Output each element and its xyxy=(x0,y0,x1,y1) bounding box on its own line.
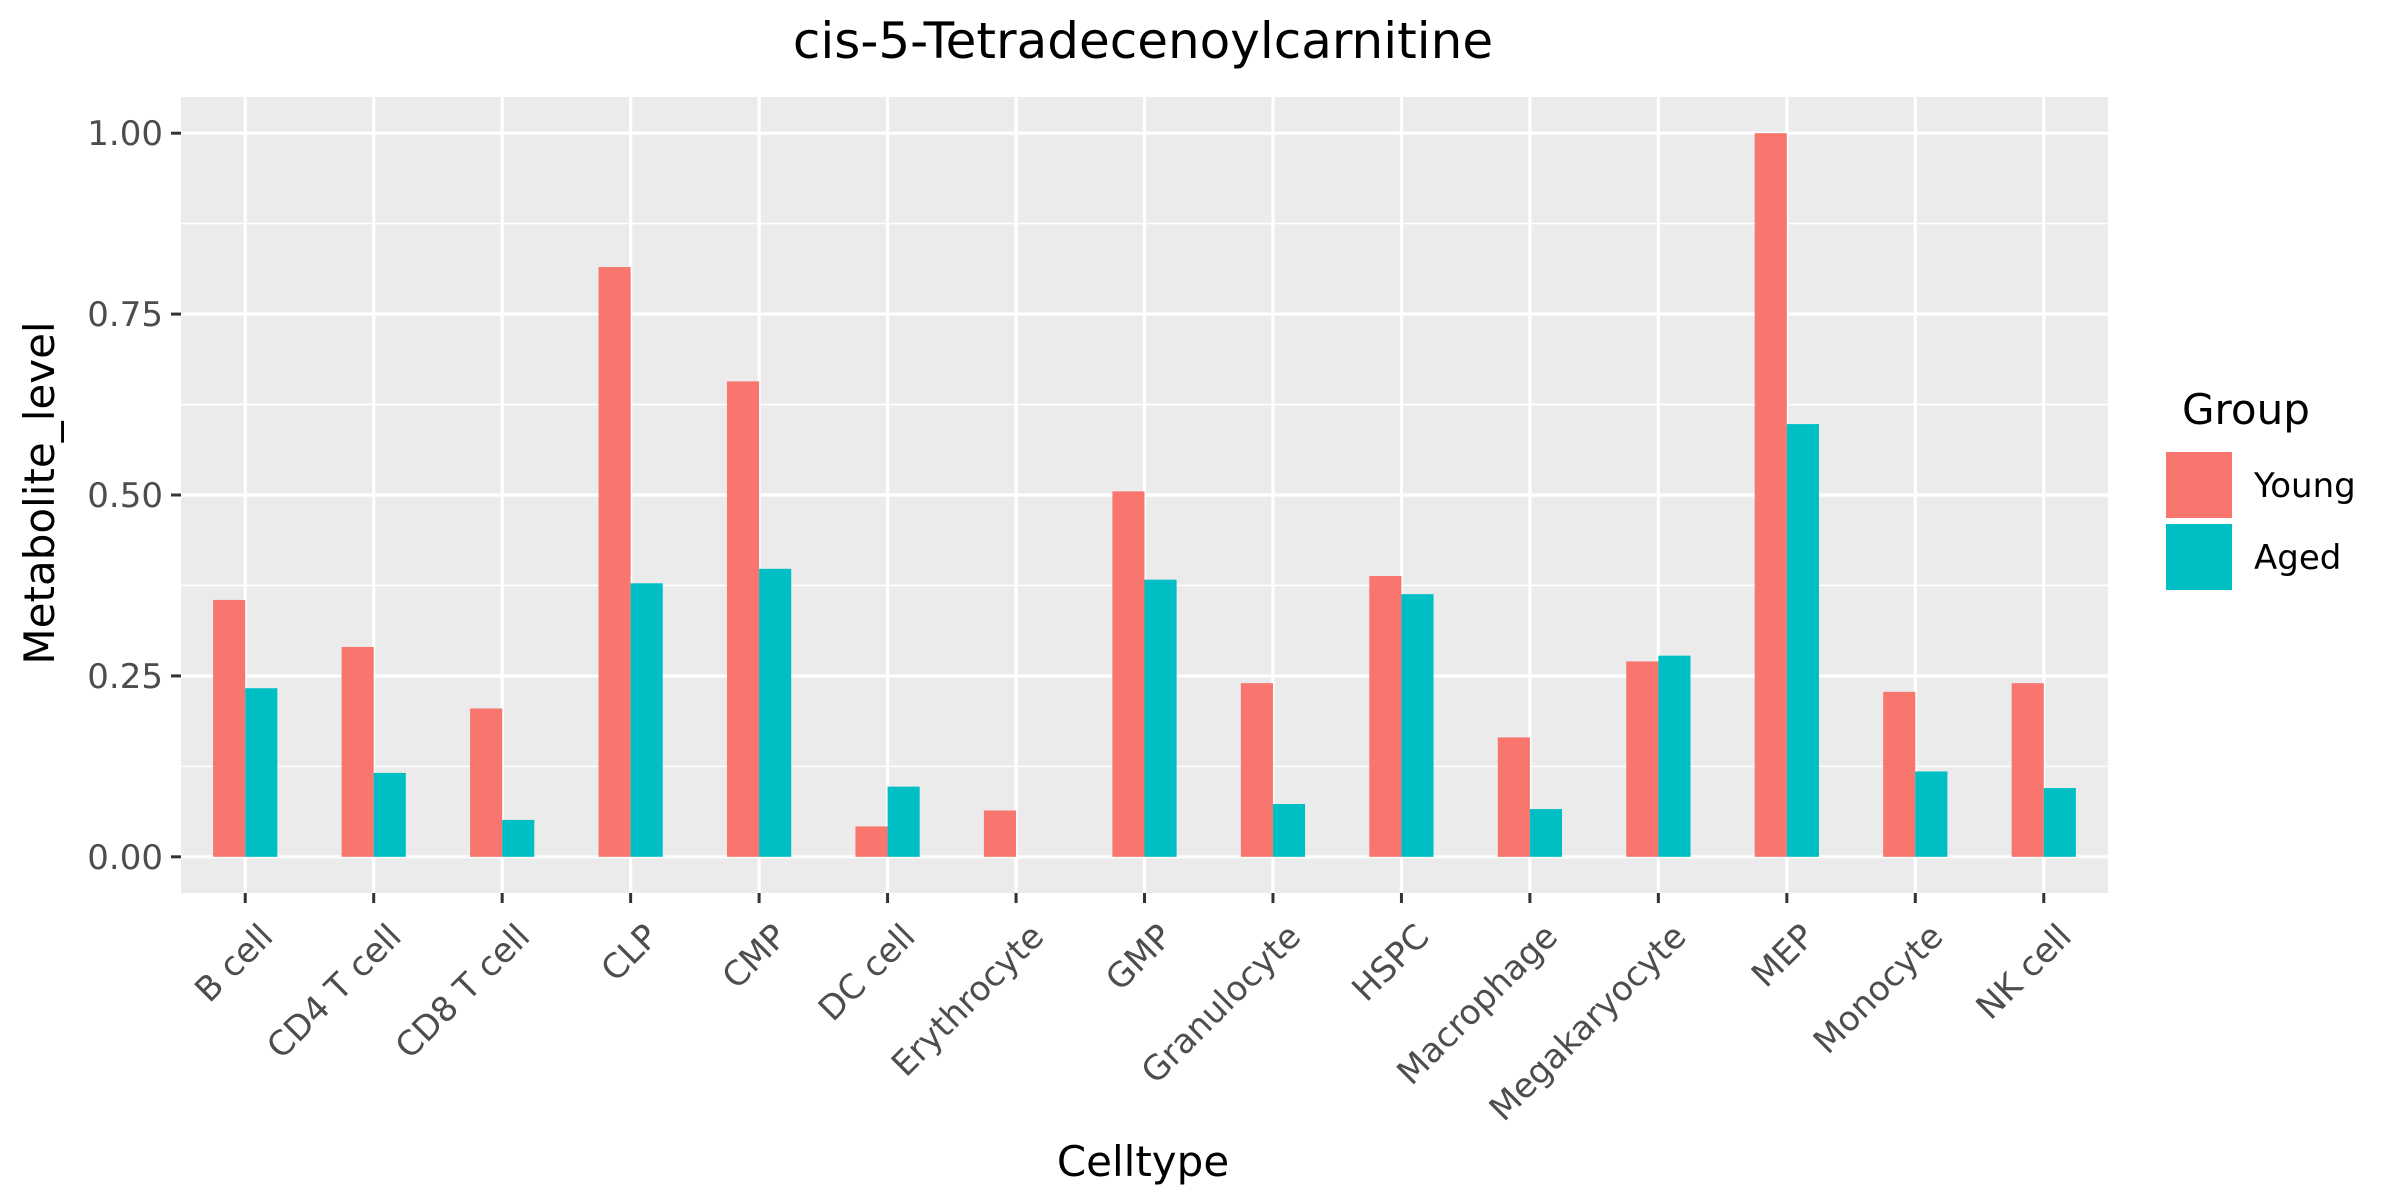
bar-aged xyxy=(630,583,663,857)
bar-aged xyxy=(1144,579,1177,857)
x-axis-title: Celltype xyxy=(1057,1137,1229,1186)
bar-aged xyxy=(373,772,406,857)
x-tick-label: GMP xyxy=(1098,917,1180,999)
bar-young xyxy=(2011,683,2044,857)
bar-aged xyxy=(887,786,920,857)
bar-young xyxy=(1369,576,1402,857)
y-tick-label: 0.50 xyxy=(87,476,163,516)
bar-aged xyxy=(245,688,278,857)
legend: Group Young Aged xyxy=(2166,385,2356,590)
y-tick-label: 1.00 xyxy=(87,114,163,154)
x-tick-label: HSPC xyxy=(1344,917,1437,1010)
chart-title: cis-5-Tetradecenoylcarnitine xyxy=(793,12,1493,70)
x-tick-label: CLP xyxy=(594,917,667,990)
bar-young xyxy=(1240,683,1273,857)
y-axis: 0.00 0.25 0.50 0.75 1.00 xyxy=(87,114,181,878)
bar-aged xyxy=(1915,771,1948,857)
x-tick-label: B cell xyxy=(187,917,281,1011)
bar-aged xyxy=(2043,788,2076,857)
bar-aged xyxy=(1529,809,1563,857)
bar-young xyxy=(1497,737,1530,857)
x-tick-label: CD4 T cell xyxy=(259,917,409,1067)
y-tick-label: 0.25 xyxy=(87,657,163,697)
x-tick-label: MEP xyxy=(1744,917,1823,996)
bar-young xyxy=(1883,691,1916,857)
bar-young xyxy=(855,826,888,857)
legend-label-young: Young xyxy=(2253,466,2356,506)
bars xyxy=(213,133,2076,857)
x-tick-label: NK cell xyxy=(1969,917,2080,1028)
x-tick-label: DC cell xyxy=(811,917,924,1030)
legend-title: Group xyxy=(2182,385,2310,434)
bar-young xyxy=(470,708,503,857)
bar-aged xyxy=(1786,424,1819,857)
legend-key-young xyxy=(2166,452,2232,518)
bar-young xyxy=(983,810,1017,857)
legend-key-aged xyxy=(2166,524,2232,590)
bar-aged xyxy=(1401,594,1434,857)
bar-aged xyxy=(1272,803,1306,857)
bar-young xyxy=(1754,133,1787,857)
bar-aged xyxy=(1658,655,1691,857)
bar-young xyxy=(213,599,246,857)
y-tick-label: 0.00 xyxy=(87,838,163,878)
y-tick-label: 0.75 xyxy=(87,295,163,335)
x-tick-label: Monocyte xyxy=(1806,917,1951,1062)
bar-young xyxy=(341,646,374,857)
bar-aged xyxy=(502,819,535,857)
bar-aged xyxy=(759,568,792,857)
y-axis-title: Metabolite_level xyxy=(15,321,64,664)
legend-label-aged: Aged xyxy=(2254,538,2341,578)
x-tick-label: CD8 T cell xyxy=(388,917,538,1067)
bar-young xyxy=(726,381,760,857)
x-tick-label: CMP xyxy=(715,917,795,997)
bar-young xyxy=(598,267,631,857)
bar-young xyxy=(1626,661,1659,857)
bar-young xyxy=(1112,491,1145,857)
